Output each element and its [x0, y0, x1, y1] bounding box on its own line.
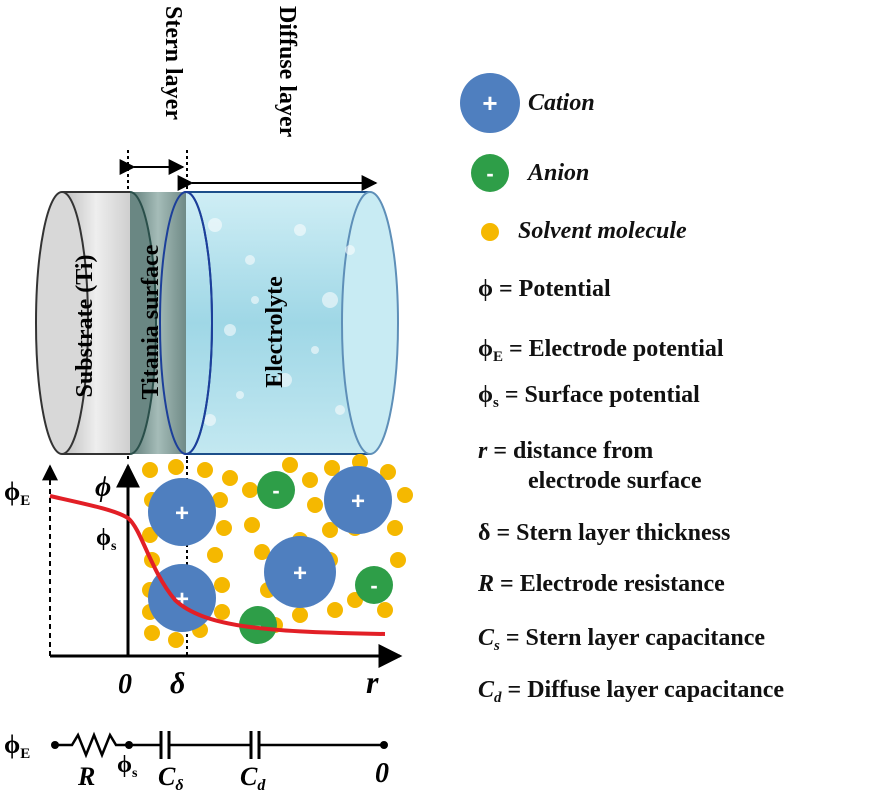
x-r-label: r: [366, 664, 379, 700]
cation-plus-sign: +: [175, 500, 189, 527]
solvent-molecule: [302, 472, 318, 488]
solvent-molecule: [377, 602, 393, 618]
solvent-molecule: [214, 604, 230, 620]
solvent-molecule: [212, 492, 228, 508]
solvent-molecule: [197, 462, 213, 478]
legend-surface-potential-text: = Surface potential: [498, 382, 700, 408]
solvent-molecule: [254, 544, 270, 560]
solvent-molecule: [242, 482, 258, 498]
phi-s-label: ϕs: [96, 525, 117, 554]
solvent-molecule: [387, 520, 403, 536]
solvent-molecule: [397, 487, 413, 503]
legend-surface-potential: ϕs = Surface potential: [478, 381, 700, 417]
cation: [148, 478, 216, 546]
titania-surface-label: Titania surface: [138, 244, 164, 399]
potential-curve: [49, 494, 386, 636]
diffuse-layer-label: Diffuse layer: [274, 6, 300, 138]
circuit-resistor-label: R: [77, 762, 95, 791]
cation: [324, 466, 392, 534]
legend-cs-sym: C: [478, 625, 495, 651]
solvent-molecule: [322, 522, 338, 538]
legend-distance-sym: r: [478, 438, 488, 464]
anion: [239, 606, 277, 644]
solvent-molecule: [144, 625, 160, 641]
legend-cd-sub: d: [494, 690, 502, 706]
circuit-c-delta-label: Cδ: [158, 762, 184, 794]
legend-distance-line1: = distance from: [487, 438, 654, 464]
solvent-molecule: [282, 457, 298, 473]
legend-cd-sym: C: [478, 677, 495, 703]
circuit-zero-label: 0: [375, 758, 389, 789]
solvent-molecule: [216, 520, 232, 536]
legend-solvent: Solvent molecule: [518, 218, 687, 244]
solvent-legend-icon: [481, 223, 499, 241]
solvent-molecule: [327, 602, 343, 618]
legend-surface-potential-sub: s: [492, 395, 499, 411]
anion: [257, 471, 295, 509]
solvent-molecule: [307, 497, 323, 513]
legend-potential: ϕ = Potential: [478, 276, 611, 302]
legend-anion: Anion: [528, 160, 590, 186]
solvent-molecule: [324, 460, 340, 476]
anion-minus-sign: -: [370, 573, 377, 598]
substrate-label: Substrate (Ti): [72, 255, 98, 398]
cation-legend-icon: +: [460, 73, 520, 133]
solvent-molecule: [244, 517, 260, 533]
legend-electrode-potential-sym: ϕ: [478, 336, 493, 362]
legend-resistance-text: = Electrode resistance: [494, 571, 725, 597]
legend-distance: r = distance from: [478, 437, 653, 465]
x-zero-label: 0: [118, 669, 132, 700]
phi-e-axis-label: ϕE: [4, 477, 30, 509]
anion-minus-sign: -: [272, 478, 279, 503]
legend-resistance: R = Electrode resistance: [478, 570, 725, 598]
stern-layer-label: Stern layer: [160, 6, 186, 120]
legend-electrode-potential-text: = Electrode potential: [503, 336, 724, 362]
solvent-molecule: [214, 577, 230, 593]
cation-plus-sign: +: [293, 560, 307, 587]
solvent-molecule: [168, 632, 184, 648]
legend-stern-thickness: δ = Stern layer thickness: [478, 520, 731, 546]
solvent-molecule: [352, 454, 368, 470]
legend-electrode-potential-sub: E: [492, 349, 503, 365]
legend-cs-text: = Stern layer capacitance: [499, 625, 766, 651]
solvent-molecule: [222, 470, 238, 486]
equivalent-circuit: [51, 731, 388, 759]
legend-surface-potential-sym: ϕ: [478, 382, 493, 408]
phi-marker-label: ϕ: [95, 472, 111, 503]
circuit-c-d-label: Cd: [240, 762, 266, 794]
electrolyte-cylinder: [185, 191, 399, 455]
substrate-cylinder: [35, 191, 130, 455]
solvent-molecule: [380, 464, 396, 480]
anion-legend-icon: -: [471, 154, 509, 192]
cation-plus-sign: +: [351, 488, 365, 515]
legend-cd-text: = Diffuse layer capacitance: [501, 677, 785, 703]
solvent-molecule: [390, 552, 406, 568]
electrolyte-label: Electrolyte: [262, 276, 288, 388]
anion-legend-minus: -: [486, 161, 493, 186]
solvent-molecule: [207, 547, 223, 563]
solvent-molecule: [142, 462, 158, 478]
legend-stern-capacitance: Cs = Stern layer capacitance: [478, 624, 765, 660]
legend-electrode-potential: ϕE = Electrode potential: [478, 335, 724, 371]
legend-resistance-sym: R: [478, 571, 495, 597]
ion-cloud: ++++---: [142, 454, 413, 648]
cation-legend-plus: +: [482, 88, 497, 118]
legend-distance-line2: electrode surface: [528, 468, 702, 494]
anion: [355, 566, 393, 604]
legend-cation: Cation: [528, 90, 595, 116]
solvent-molecule: [168, 459, 184, 475]
x-delta-label: δ: [170, 667, 185, 700]
legend-cs-sub: s: [494, 638, 500, 654]
cation: [264, 536, 336, 608]
solvent-molecule: [292, 607, 308, 623]
legend-diffuse-capacitance: Cd = Diffuse layer capacitance: [478, 676, 784, 712]
circuit-phi-e: ϕE: [4, 730, 30, 762]
anion-minus-sign: -: [254, 613, 261, 638]
circuit-phi-s: ϕs: [117, 752, 138, 781]
